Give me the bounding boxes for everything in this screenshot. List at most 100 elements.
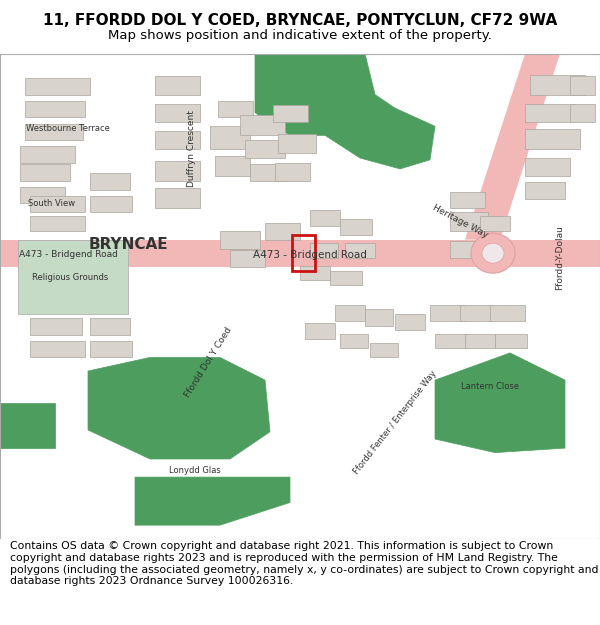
Bar xyxy=(310,209,340,226)
Polygon shape xyxy=(465,54,560,239)
Bar xyxy=(490,305,525,321)
Bar xyxy=(480,243,510,258)
Bar xyxy=(30,216,85,231)
Bar xyxy=(278,134,316,154)
Bar xyxy=(570,104,595,122)
Bar xyxy=(240,116,285,136)
Polygon shape xyxy=(182,54,204,253)
Bar xyxy=(25,101,85,118)
Polygon shape xyxy=(100,461,370,477)
Bar xyxy=(345,243,375,258)
Bar xyxy=(275,162,310,181)
Bar xyxy=(218,101,253,118)
Bar xyxy=(30,196,85,212)
Bar xyxy=(230,251,265,267)
Bar xyxy=(25,78,90,94)
Bar xyxy=(215,156,250,176)
Bar xyxy=(340,334,368,348)
Bar xyxy=(155,104,200,122)
Bar xyxy=(155,131,200,149)
Bar xyxy=(273,106,308,122)
Text: Westbourne Terrace: Westbourne Terrace xyxy=(26,124,110,134)
Polygon shape xyxy=(60,231,170,312)
Bar xyxy=(525,104,575,122)
Bar xyxy=(365,309,393,326)
Bar xyxy=(450,241,485,258)
Bar xyxy=(90,173,130,190)
Bar xyxy=(525,129,580,149)
Bar xyxy=(530,74,585,94)
Polygon shape xyxy=(333,167,560,294)
Text: 11, FFORDD DOL Y COED, BRYNCAE, PONTYCLUN, CF72 9WA: 11, FFORDD DOL Y COED, BRYNCAE, PONTYCLU… xyxy=(43,13,557,28)
Bar xyxy=(525,182,565,199)
Text: BRYNCAE: BRYNCAE xyxy=(88,237,168,252)
Polygon shape xyxy=(548,54,570,249)
Bar xyxy=(265,223,300,239)
Bar xyxy=(460,305,492,321)
Bar xyxy=(90,319,130,335)
Polygon shape xyxy=(18,239,128,314)
Bar xyxy=(155,161,200,181)
Circle shape xyxy=(471,233,515,273)
Bar xyxy=(155,76,200,94)
Bar xyxy=(90,196,132,212)
Bar xyxy=(465,334,495,348)
Bar xyxy=(570,76,595,94)
Circle shape xyxy=(482,243,504,263)
Bar xyxy=(305,323,335,339)
Bar xyxy=(340,219,372,235)
Bar xyxy=(20,146,75,162)
Polygon shape xyxy=(435,353,565,452)
Text: Ffordd Fenter / Enterprise Way: Ffordd Fenter / Enterprise Way xyxy=(352,369,438,476)
Text: Contains OS data © Crown copyright and database right 2021. This information is : Contains OS data © Crown copyright and d… xyxy=(10,541,598,586)
Bar xyxy=(250,164,288,181)
Bar xyxy=(25,124,83,140)
Bar xyxy=(525,158,570,176)
Bar xyxy=(310,243,338,258)
Polygon shape xyxy=(240,249,380,267)
Bar xyxy=(450,191,485,208)
Text: Ffordd Dol Y Coed: Ffordd Dol Y Coed xyxy=(182,325,233,399)
Bar xyxy=(155,188,200,208)
Polygon shape xyxy=(255,54,435,169)
Polygon shape xyxy=(0,239,480,267)
Text: Heritage Way: Heritage Way xyxy=(431,203,489,240)
Bar xyxy=(370,343,398,357)
Polygon shape xyxy=(200,276,340,294)
Text: Ffordd-Y-Dolau: Ffordd-Y-Dolau xyxy=(556,225,565,290)
Bar xyxy=(495,334,527,348)
Polygon shape xyxy=(135,477,290,525)
Bar xyxy=(20,164,70,181)
Text: Lantern Close: Lantern Close xyxy=(461,382,519,391)
Polygon shape xyxy=(200,312,360,328)
Bar xyxy=(395,314,425,330)
Bar xyxy=(210,126,250,149)
Bar xyxy=(30,319,82,335)
Text: Map shows position and indicative extent of the property.: Map shows position and indicative extent… xyxy=(108,29,492,42)
Polygon shape xyxy=(110,231,210,249)
Bar xyxy=(430,305,465,321)
Bar xyxy=(220,231,260,249)
Polygon shape xyxy=(88,357,270,459)
Polygon shape xyxy=(295,321,530,539)
Text: South View: South View xyxy=(28,199,76,208)
Text: Lonydd Glas: Lonydd Glas xyxy=(169,466,221,475)
Text: A473 - Bridgend Road: A473 - Bridgend Road xyxy=(19,249,118,259)
Bar xyxy=(450,213,488,231)
Bar xyxy=(292,235,315,271)
Bar xyxy=(90,341,132,357)
Bar xyxy=(245,140,285,158)
Text: A473 - Bridgend Road: A473 - Bridgend Road xyxy=(253,250,367,260)
Bar xyxy=(20,187,65,203)
Text: Duffryn Crescent: Duffryn Crescent xyxy=(187,111,197,188)
Polygon shape xyxy=(510,239,600,267)
Bar xyxy=(480,216,510,231)
Bar xyxy=(330,271,362,285)
Bar xyxy=(435,334,467,348)
Bar xyxy=(300,266,330,281)
Bar xyxy=(30,341,85,357)
Polygon shape xyxy=(140,54,310,281)
Bar xyxy=(335,305,365,321)
Text: Religious Grounds: Religious Grounds xyxy=(32,273,108,282)
Polygon shape xyxy=(0,402,55,448)
